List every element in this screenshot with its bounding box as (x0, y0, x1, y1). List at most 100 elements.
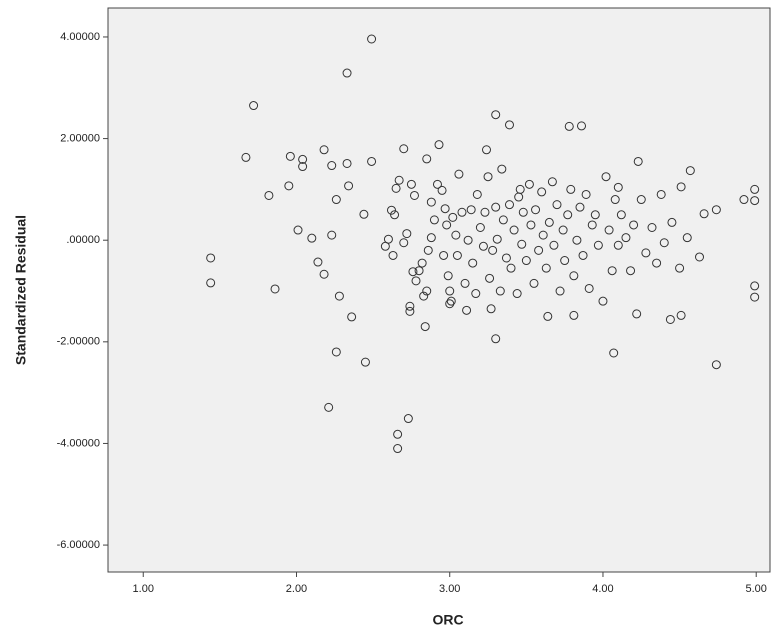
point (560, 256, 570, 266)
point (665, 314, 675, 324)
plot-area (107, 7, 771, 573)
point (399, 144, 409, 154)
point (549, 240, 559, 250)
point (593, 240, 603, 250)
point (495, 286, 505, 296)
point (393, 444, 403, 454)
point (448, 212, 458, 222)
point (547, 177, 557, 187)
point (422, 154, 432, 164)
point (399, 238, 409, 248)
point (393, 429, 403, 439)
point (472, 189, 482, 199)
y-tick-label: -4.00000 (57, 437, 100, 449)
point (667, 217, 677, 227)
point (460, 278, 470, 288)
point (483, 172, 493, 182)
point (750, 281, 760, 291)
x-tick-label: 1.00 (133, 583, 154, 595)
point (750, 196, 760, 206)
point (445, 299, 455, 309)
point (501, 253, 511, 263)
point (711, 360, 721, 370)
point (298, 154, 308, 164)
point (750, 184, 760, 194)
point (419, 291, 429, 301)
point (298, 162, 308, 172)
x-tick-label: 2.00 (286, 583, 307, 595)
point (647, 223, 657, 233)
point (468, 258, 478, 268)
point (403, 414, 413, 424)
point (429, 215, 439, 225)
point (641, 248, 651, 258)
point (264, 190, 274, 200)
point (604, 225, 614, 235)
x-tick-label: 3.00 (439, 583, 460, 595)
point (558, 225, 568, 235)
point (206, 278, 216, 288)
point (659, 238, 669, 248)
point (437, 185, 447, 195)
point (675, 263, 685, 273)
point (417, 258, 427, 268)
y-tick-label: -6.00000 (57, 539, 100, 551)
point (405, 301, 415, 311)
point (572, 235, 582, 245)
point (569, 271, 579, 281)
point (488, 245, 498, 255)
point (442, 220, 452, 230)
point (423, 245, 433, 255)
y-tick-label: .00000 (66, 234, 100, 246)
point (386, 205, 396, 215)
point (607, 266, 617, 276)
point (391, 183, 401, 193)
point (327, 230, 337, 240)
point (457, 207, 467, 217)
point (699, 209, 709, 219)
point (616, 210, 626, 220)
point (613, 182, 623, 192)
point (402, 229, 412, 239)
point (544, 217, 554, 227)
point (512, 289, 522, 299)
point (537, 187, 547, 197)
point (380, 241, 390, 251)
point (529, 278, 539, 288)
point (360, 357, 370, 367)
point (432, 179, 442, 189)
point (445, 286, 455, 296)
point (543, 311, 553, 321)
point (636, 195, 646, 205)
point (394, 175, 404, 185)
point (575, 202, 585, 212)
point (249, 101, 259, 111)
point (492, 234, 502, 244)
point (422, 286, 432, 296)
point (515, 184, 525, 194)
point (454, 169, 464, 179)
point (584, 283, 594, 293)
point (420, 322, 430, 332)
point (408, 267, 418, 277)
point (466, 205, 476, 215)
point (518, 207, 528, 217)
point (517, 239, 527, 249)
point (676, 182, 686, 192)
point (485, 273, 495, 283)
point (521, 256, 531, 266)
point (414, 266, 424, 276)
point (482, 145, 492, 155)
point (531, 205, 541, 215)
point (610, 195, 620, 205)
point (491, 110, 501, 120)
point (443, 271, 453, 281)
point (367, 34, 377, 44)
point (446, 296, 456, 306)
point (491, 334, 501, 344)
point (509, 225, 519, 235)
point (411, 276, 421, 286)
point (750, 292, 760, 302)
point (241, 152, 251, 162)
